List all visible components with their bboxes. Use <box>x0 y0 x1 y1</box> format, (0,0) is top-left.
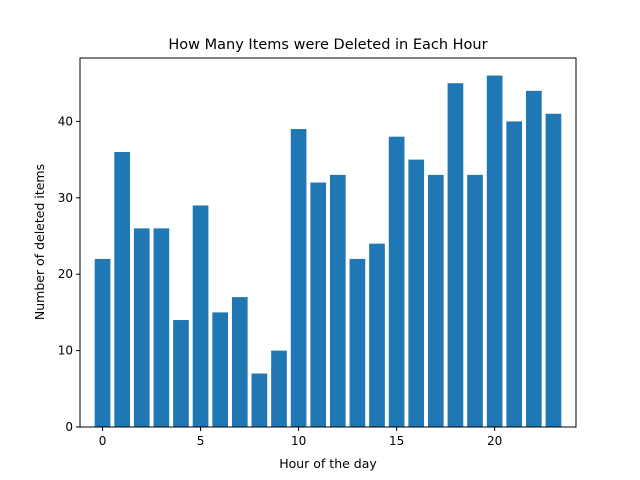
bar-hour-4 <box>173 320 189 427</box>
bar-hour-9 <box>271 350 287 427</box>
chart-title: How Many Items were Deleted in Each Hour <box>168 37 487 53</box>
bar-hour-3 <box>153 228 170 427</box>
y-tick-label: 10 <box>58 344 73 358</box>
bars-group <box>94 75 562 428</box>
bar-hour-15 <box>388 136 405 427</box>
bar-hour-20 <box>486 75 503 427</box>
bar-hour-14 <box>369 243 385 427</box>
x-tick-label: 15 <box>389 434 404 448</box>
bar-hour-1 <box>114 151 130 427</box>
x-tick-label: 0 <box>99 434 107 448</box>
bar-hour-8 <box>251 373 268 427</box>
bar-hour-16 <box>408 159 425 428</box>
bar-hour-19 <box>467 174 483 427</box>
plot-frame <box>79 57 577 428</box>
bar-hour-17 <box>427 174 444 427</box>
bar-hour-12 <box>329 174 346 427</box>
bar-hour-21 <box>506 121 523 427</box>
bar-hour-22 <box>526 90 542 427</box>
bar-hour-18 <box>447 83 464 428</box>
bar-hour-10 <box>290 129 307 428</box>
bar-hour-7 <box>231 297 248 427</box>
y-tick-label: 20 <box>58 267 73 281</box>
x-axis-label: Hour of the day <box>279 456 377 471</box>
bar-hour-23 <box>545 113 562 428</box>
bar-hour-13 <box>349 258 366 427</box>
x-tick-label: 20 <box>487 434 502 448</box>
y-axis-label: Number of deleted items <box>32 164 47 320</box>
bar-hour-6 <box>212 312 229 427</box>
bar-hour-11 <box>310 182 327 427</box>
y-tick-label: 40 <box>58 114 73 128</box>
y-tick-label: 30 <box>58 191 73 205</box>
bar-hour-5 <box>192 205 209 427</box>
y-tick-label: 0 <box>65 420 73 434</box>
bar-hour-2 <box>133 228 150 427</box>
x-tick-label: 10 <box>291 434 306 448</box>
axes-group: 0 5 10 15 20 0 10 20 30 40 <box>58 57 577 448</box>
x-tick-label: 5 <box>197 434 205 448</box>
bar-hour-0 <box>94 258 111 427</box>
